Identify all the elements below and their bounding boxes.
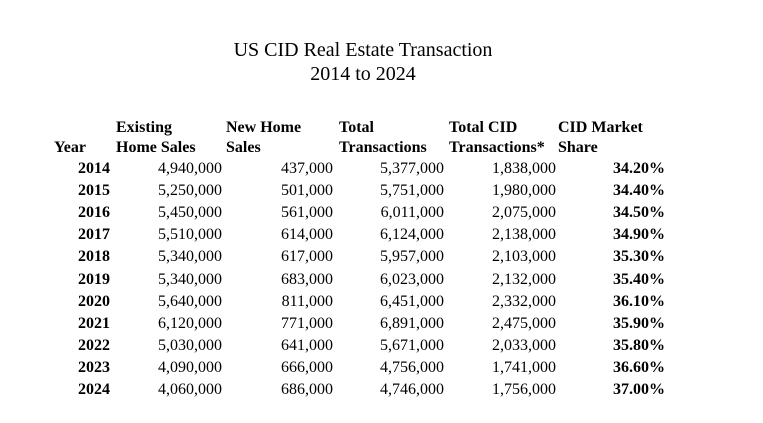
cell-total-cid-transactions: 2,033,000 [492, 336, 556, 354]
header-totalcid-line2: Transactions* [449, 139, 545, 156]
cell-total-cid-transactions: 1,741,000 [492, 358, 556, 376]
cell-existing-home-sales: 5,340,000 [158, 270, 222, 288]
cell-cid-market-share: 35.80% [613, 336, 665, 354]
cell-total-transactions: 5,377,000 [380, 160, 444, 177]
cell-cid-market-share: 35.90% [613, 314, 665, 332]
cell-existing-home-sales: 5,030,000 [158, 336, 222, 354]
cell-total-transactions: 6,023,000 [380, 270, 444, 288]
cell-total-transactions: 4,756,000 [380, 358, 444, 376]
cell-total-cid-transactions: 2,475,000 [492, 314, 556, 332]
cell-new-home-sales: 617,000 [281, 248, 333, 266]
header-newhome-line1: New Home [226, 119, 302, 136]
header-total-line1: Total [339, 119, 374, 136]
cell-existing-home-sales: 5,510,000 [158, 226, 222, 244]
header-newhome-line2: Sales [226, 139, 261, 156]
table-row: 2019 5,340,000 683,000 6,023,000 2,132,000 35… [0, 270, 763, 292]
cell-new-home-sales: 561,000 [281, 204, 333, 222]
table-row: 2021 6,120,000 771,000 6,891,000 2,475,000 35… [0, 314, 763, 336]
document-subtitle: 2014 to 2024 [310, 63, 416, 85]
cell-cid-market-share: 36.60% [613, 358, 665, 376]
cell-existing-home-sales: 5,450,000 [158, 204, 222, 222]
table-row: 2018 5,340,000 617,000 5,957,000 2,103,000 35… [0, 247, 763, 269]
cell-total-cid-transactions: 2,132,000 [492, 270, 556, 288]
cell-year: 2016 [78, 204, 110, 222]
header-existing-line1: Existing [116, 119, 173, 136]
cell-new-home-sales: 771,000 [281, 314, 333, 332]
cell-year: 2022 [78, 336, 110, 354]
table-row: 2014 4,940,000 437,000 5,377,000 1,838,000 34… [0, 159, 763, 181]
cell-new-home-sales: 501,000 [281, 182, 333, 200]
table-row: 2016 5,450,000 561,000 6,011,000 2,075,000 34… [0, 203, 763, 225]
cell-existing-home-sales: 5,250,000 [158, 182, 222, 200]
cell-cid-market-share: 36.10% [613, 292, 665, 310]
table-row: 2023 4,090,000 666,000 4,756,000 1,741,000 36… [0, 358, 763, 380]
cell-total-transactions: 5,751,000 [380, 182, 444, 200]
cell-total-transactions: 6,451,000 [380, 292, 444, 310]
cell-existing-home-sales: 6,120,000 [158, 314, 222, 332]
cell-cid-market-share: 34.40% [613, 182, 665, 200]
cell-new-home-sales: 686,000 [281, 381, 333, 398]
cell-existing-home-sales: 4,940,000 [158, 160, 222, 177]
header-year: Year [54, 139, 86, 156]
cell-total-cid-transactions: 1,838,000 [492, 160, 556, 177]
table-row: 2022 5,030,000 641,000 5,671,000 2,033,000 35… [0, 336, 763, 358]
cell-total-cid-transactions: 2,332,000 [492, 292, 556, 310]
cell-total-transactions: 5,957,000 [380, 248, 444, 266]
cell-total-transactions: 5,671,000 [380, 336, 444, 354]
cell-existing-home-sales: 4,060,000 [158, 381, 222, 398]
cell-total-cid-transactions: 1,980,000 [492, 182, 556, 200]
document-title: US CID Real Estate Transaction [233, 39, 493, 61]
cell-total-transactions: 6,891,000 [380, 314, 444, 332]
cell-existing-home-sales: 5,640,000 [158, 292, 222, 310]
cell-new-home-sales: 811,000 [281, 292, 333, 310]
cell-year: 2019 [78, 270, 110, 288]
table-row: 2024 4,060,000 686,000 4,746,000 1,756,000 37… [0, 380, 763, 402]
cell-new-home-sales: 641,000 [281, 336, 333, 354]
cell-cid-market-share: 35.30% [613, 248, 665, 266]
cell-new-home-sales: 683,000 [281, 270, 333, 288]
cell-year: 2024 [78, 381, 110, 398]
cell-cid-market-share: 35.40% [613, 270, 665, 288]
table-row: 2017 5,510,000 614,000 6,124,000 2,138,000 34… [0, 225, 763, 247]
table-row: 2020 5,640,000 811,000 6,451,000 2,332,000 36… [0, 292, 763, 314]
cell-cid-market-share: 34.50% [613, 204, 665, 222]
cell-year: 2018 [78, 248, 110, 266]
header-total-line2: Transactions [339, 139, 427, 156]
cell-new-home-sales: 437,000 [281, 160, 333, 177]
cell-total-transactions: 6,124,000 [380, 226, 444, 244]
cell-cid-market-share: 34.90% [613, 226, 665, 244]
cell-year: 2021 [78, 314, 110, 332]
cell-year: 2017 [78, 226, 110, 244]
cell-new-home-sales: 614,000 [281, 226, 333, 244]
cell-total-cid-transactions: 2,075,000 [492, 204, 556, 222]
header-totalcid-line1: Total CID [449, 119, 518, 136]
cell-cid-market-share: 34.20% [613, 160, 665, 177]
header-share-line1: CID Market [558, 119, 643, 136]
cell-total-cid-transactions: 2,138,000 [492, 226, 556, 244]
header-existing-line2: Home Sales [116, 139, 196, 156]
cell-total-transactions: 6,011,000 [380, 204, 444, 222]
cell-year: 2015 [78, 182, 110, 200]
table-row: 2015 5,250,000 501,000 5,751,000 1,980,000 34… [0, 181, 763, 203]
header-share-line2: Share [558, 139, 598, 156]
cell-cid-market-share: 37.00% [613, 381, 665, 398]
cell-year: 2023 [78, 358, 110, 376]
cell-total-transactions: 4,746,000 [380, 381, 444, 398]
cell-existing-home-sales: 5,340,000 [158, 248, 222, 266]
cell-existing-home-sales: 4,090,000 [158, 358, 222, 376]
cell-total-cid-transactions: 2,103,000 [492, 248, 556, 266]
cell-new-home-sales: 666,000 [281, 358, 333, 376]
cell-year: 2020 [78, 292, 110, 310]
cell-total-cid-transactions: 1,756,000 [492, 381, 556, 398]
cell-year: 2014 [78, 160, 110, 177]
